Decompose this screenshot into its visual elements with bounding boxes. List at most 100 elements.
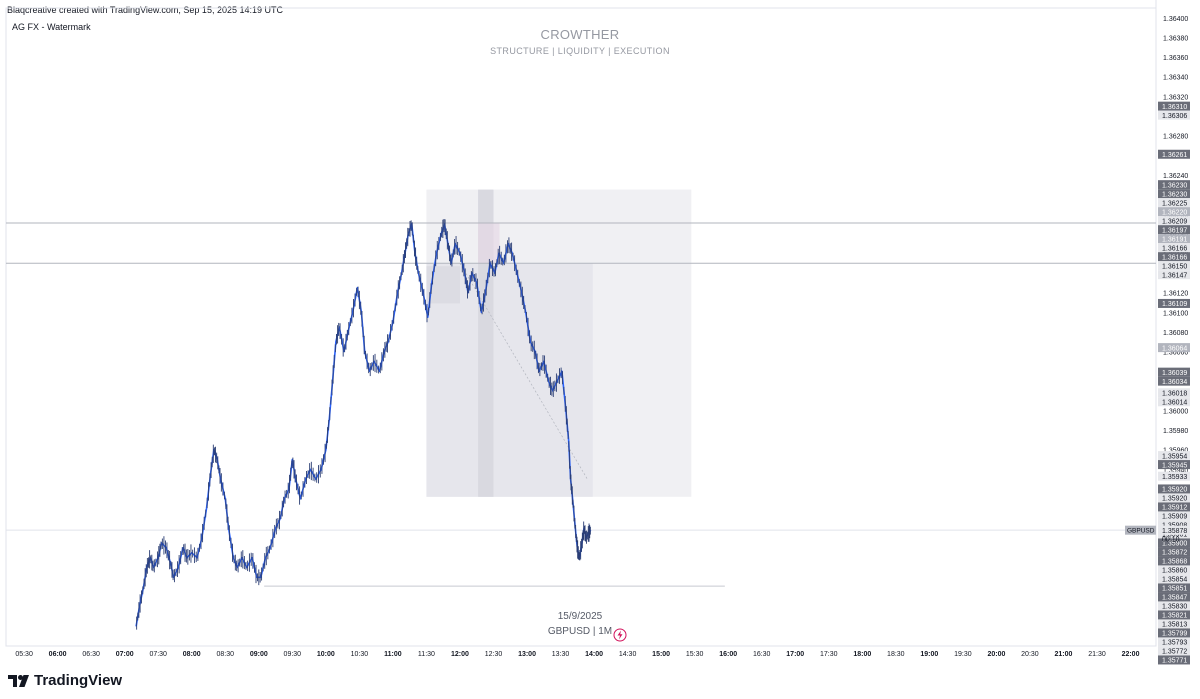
x-tick-label: 13:30 xyxy=(552,651,570,658)
price-label-bg xyxy=(1158,343,1190,353)
price-label: 1.36166 xyxy=(1162,245,1187,252)
price-label-bg xyxy=(1158,655,1190,665)
x-tick-label: 10:00 xyxy=(317,651,335,658)
price-label: 1.35854 xyxy=(1162,577,1187,584)
price-label-bg xyxy=(1158,376,1190,386)
price-label-bg xyxy=(1158,198,1190,208)
price-label-bg xyxy=(1158,471,1190,481)
price-label: 1.35909 xyxy=(1162,514,1187,521)
price-label-bg xyxy=(1158,298,1190,308)
price-label-bg xyxy=(1158,397,1190,407)
price-label: 1.35933 xyxy=(1162,474,1187,481)
price-label-bg xyxy=(1158,451,1190,461)
price-label-bg xyxy=(1158,601,1190,611)
y-tick-label: 1.35980 xyxy=(1163,428,1188,435)
watermark-subtitle: STRUCTURE | LIQUIDITY | EXECUTION xyxy=(490,46,670,56)
price-label-bg xyxy=(1158,583,1190,593)
x-tick-label: 22:00 xyxy=(1122,651,1140,658)
x-tick-label: 09:30 xyxy=(284,651,302,658)
price-label-bg xyxy=(1158,216,1190,226)
price-label: 1.36191 xyxy=(1162,236,1187,243)
price-label-bg xyxy=(1158,110,1190,120)
price-label: 1.35772 xyxy=(1162,649,1187,656)
x-tick-label: 16:00 xyxy=(719,651,737,658)
x-tick-label: 06:00 xyxy=(49,651,67,658)
tradingview-logo-icon xyxy=(8,674,29,687)
x-tick-label: 19:30 xyxy=(954,651,972,658)
x-tick-label: 18:30 xyxy=(887,651,905,658)
price-label: 1.35813 xyxy=(1162,622,1187,629)
price-chart[interactable]: 1.36400 1.36380 1.36360 1.36340 1.36320 1.363… xyxy=(0,0,1200,668)
y-tick-label: 1.36280 xyxy=(1163,134,1188,141)
price-label: 1.35900 xyxy=(1162,541,1187,548)
price-label: 1.35793 xyxy=(1162,640,1187,647)
price-label-bg xyxy=(1158,388,1190,398)
price-label: 1.35912 xyxy=(1162,505,1187,512)
chart-date-caption: 15/9/2025 xyxy=(557,611,603,622)
price-label-bg xyxy=(1158,149,1190,159)
price-label: 1.36150 xyxy=(1162,263,1187,270)
x-tick-label: 17:30 xyxy=(820,651,838,658)
price-label: 1.35945 xyxy=(1162,462,1187,469)
y-tick-label: 1.36080 xyxy=(1163,330,1188,337)
price-label: 1.36147 xyxy=(1162,272,1187,279)
x-tick-label: 20:30 xyxy=(1021,651,1039,658)
chart-credit: Blaqcreative created with TradingView.co… xyxy=(7,5,283,15)
last-price-bg xyxy=(1158,525,1190,535)
price-label: 1.36034 xyxy=(1162,379,1187,386)
price-label: 1.35860 xyxy=(1162,568,1187,575)
y-tick-label: 1.36000 xyxy=(1163,408,1188,415)
x-tick-label: 14:00 xyxy=(585,651,603,658)
x-tick-label: 15:00 xyxy=(652,651,670,658)
footer: TradingView xyxy=(0,668,1200,699)
price-label: 1.36220 xyxy=(1162,209,1187,216)
x-tick-label: 20:00 xyxy=(987,651,1005,658)
bolt-icon[interactable] xyxy=(613,628,627,647)
price-label: 1.36209 xyxy=(1162,218,1187,225)
price-label-bg xyxy=(1158,646,1190,656)
tradingview-logo[interactable]: TradingView xyxy=(8,672,122,689)
price-label: 1.36310 xyxy=(1162,104,1187,111)
x-tick-label: 13:00 xyxy=(518,651,536,658)
x-tick-label: 07:00 xyxy=(116,651,134,658)
price-label: 1.36306 xyxy=(1162,113,1187,120)
indicator-label[interactable]: AG FX - Watermark xyxy=(12,22,91,32)
price-label: 1.36014 xyxy=(1162,399,1187,406)
price-label-bg xyxy=(1158,270,1190,280)
x-tick-label: 08:00 xyxy=(183,651,201,658)
price-label-bg xyxy=(1158,547,1190,557)
x-tick-label: 11:00 xyxy=(384,651,402,658)
price-label-bg xyxy=(1158,234,1190,244)
price-label: 1.36109 xyxy=(1162,301,1187,308)
y-tick-label: 1.36360 xyxy=(1163,55,1188,62)
price-label-bg xyxy=(1158,520,1190,530)
price-label: 1.36197 xyxy=(1162,227,1187,234)
x-tick-label: 12:00 xyxy=(451,651,469,658)
x-tick-label: 05:30 xyxy=(15,651,33,658)
y-tick-label: 1.36380 xyxy=(1163,35,1188,42)
watermark-title: CROWTHER xyxy=(540,27,620,42)
price-label: 1.35920 xyxy=(1162,487,1187,494)
y-tick-label: 1.36320 xyxy=(1163,94,1188,101)
price-label-bg xyxy=(1158,101,1190,111)
price-label-bg xyxy=(1158,502,1190,512)
y-tick-label: 1.36120 xyxy=(1163,291,1188,298)
x-tick-label: 21:30 xyxy=(1088,651,1106,658)
price-label-bg xyxy=(1158,367,1190,377)
highlight-cell xyxy=(478,222,500,264)
price-series xyxy=(135,223,592,627)
price-label-bg xyxy=(1158,225,1190,235)
price-label-bg xyxy=(1158,243,1190,253)
x-tick-label: 07:30 xyxy=(149,651,167,658)
x-tick-label: 08:30 xyxy=(217,651,235,658)
price-label-bg xyxy=(1158,189,1190,199)
y-tick-label: 1.36100 xyxy=(1163,310,1188,317)
price-label: 1.35872 xyxy=(1162,550,1187,557)
price-label-bg xyxy=(1158,565,1190,575)
y-tick-label: 1.36060 xyxy=(1163,350,1188,357)
price-label: 1.35830 xyxy=(1162,604,1187,611)
price-label-bg xyxy=(1158,628,1190,638)
x-tick-label: 19:00 xyxy=(920,651,938,658)
y-tick-label: 1.36340 xyxy=(1163,75,1188,82)
price-label-bg xyxy=(1158,493,1190,503)
